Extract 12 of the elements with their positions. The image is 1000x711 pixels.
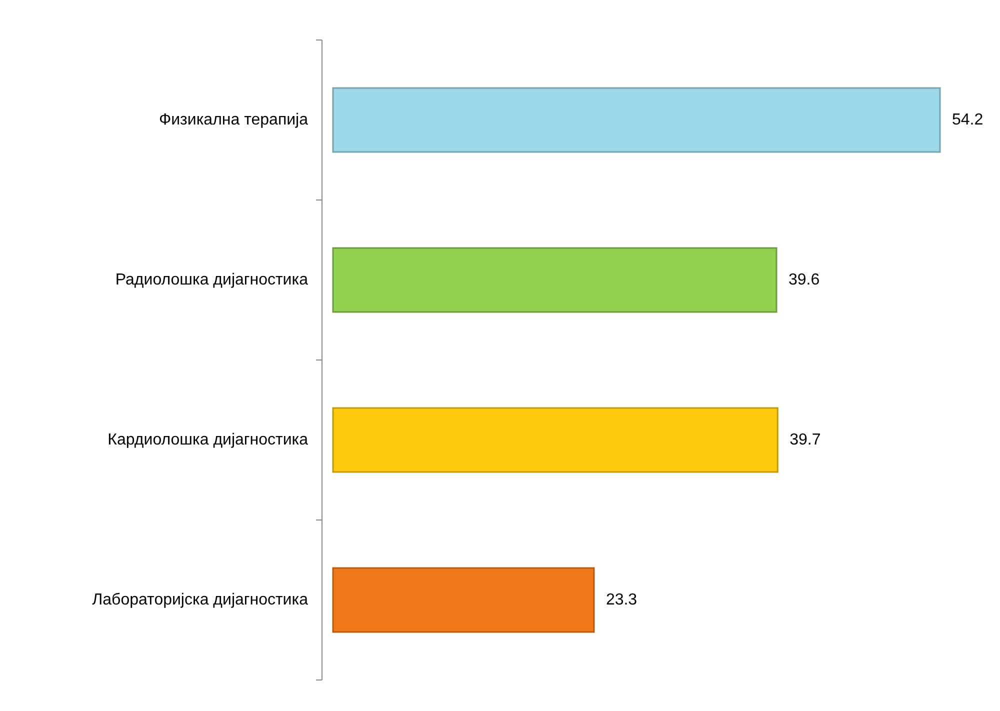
y-tick-label: Физикална терапија (158, 112, 308, 128)
y-tick-label: Радиолошка дијагностика (115, 272, 308, 288)
bar (332, 87, 941, 153)
bar (332, 247, 778, 313)
bar (332, 407, 778, 473)
data-label: 54.2 (952, 112, 984, 128)
data-label: 39.6 (788, 272, 820, 288)
y-tick-label: Кардиолошка дијагностика (108, 432, 308, 448)
bar (332, 567, 595, 633)
y-tick-label: Лабораторијска дијагностика (92, 592, 308, 608)
data-label: 39.7 (790, 432, 821, 448)
data-label: 23.3 (606, 592, 638, 608)
